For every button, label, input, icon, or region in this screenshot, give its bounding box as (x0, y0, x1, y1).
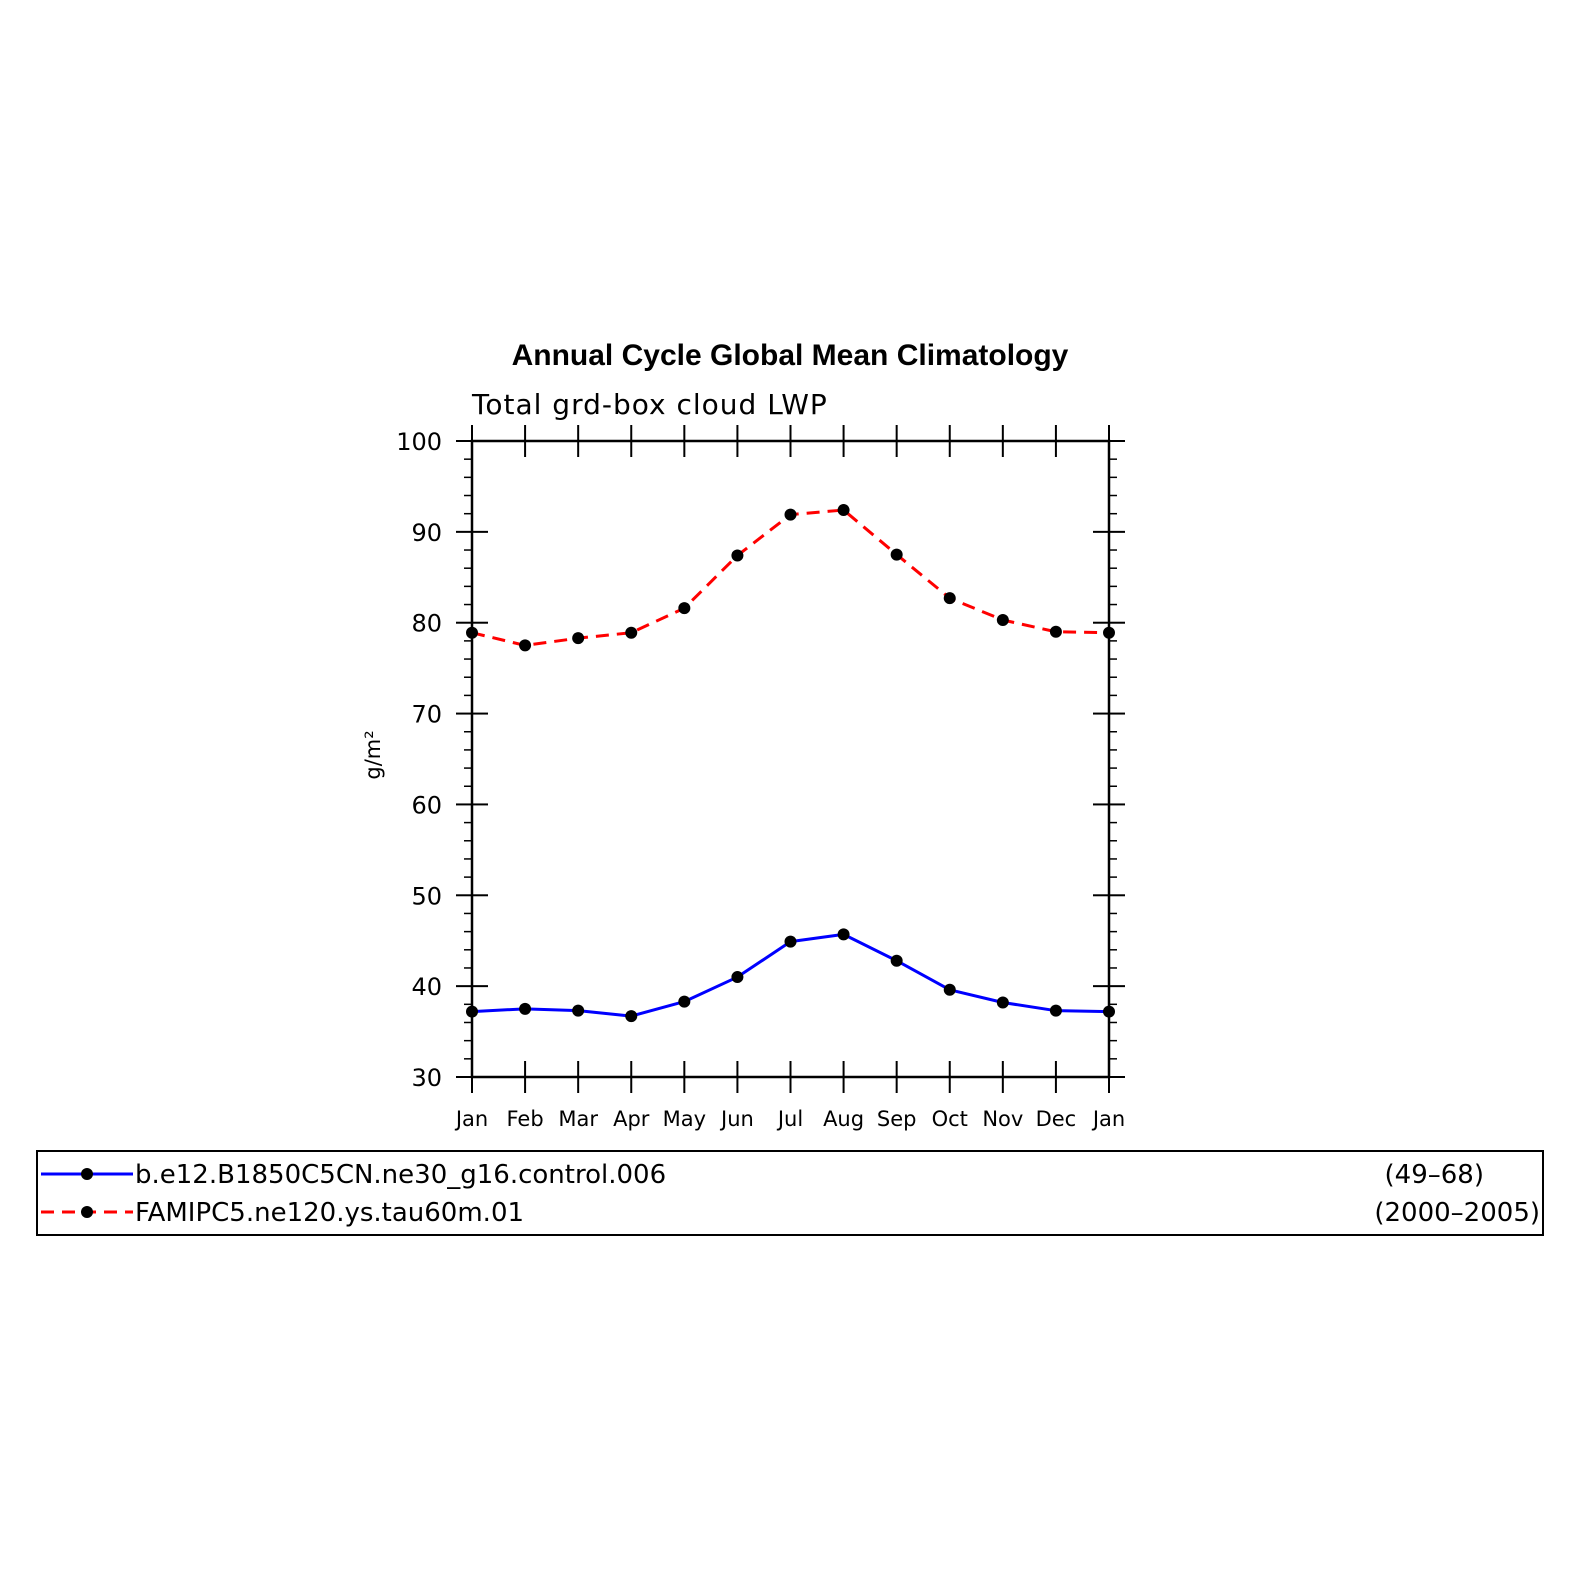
legend-series-years: (49–68) (1385, 1160, 1484, 1190)
series-line-1 (471, 508, 1110, 647)
plot-frame (470, 439, 1111, 1079)
series-1-marker (1049, 625, 1062, 638)
legend-series-years: (2000–2005) (1374, 1198, 1540, 1228)
y-tick-label: 30 (411, 1064, 442, 1092)
y-tick-label: 60 (411, 791, 442, 819)
x-tick-label: Jan (1091, 1107, 1125, 1131)
x-tick-label: Jan (454, 1107, 488, 1131)
y-tick-label: 100 (396, 428, 442, 456)
series-0-marker (731, 971, 744, 984)
x-tick-label: Aug (823, 1107, 864, 1131)
x-tick-label: Oct (932, 1107, 968, 1131)
series-1-marker (731, 549, 744, 562)
series-1-marker (519, 639, 532, 652)
legend-series-name: FAMIPC5.ne120.ys.tau60m.01 (135, 1198, 524, 1228)
y-tick-label: 40 (411, 973, 442, 1001)
series-1-marker (625, 626, 638, 639)
series-1-marker (890, 548, 903, 561)
x-tick-label: Jul (776, 1107, 803, 1131)
y-axis-label: g/m² (361, 730, 385, 779)
legend-marker-1 (81, 1206, 93, 1218)
x-tick-label: Dec (1036, 1107, 1077, 1131)
series-1-marker (784, 508, 797, 521)
legend: b.e12.B1850C5CN.ne30_g16.control.006 (49–… (36, 1150, 1544, 1236)
legend-marker-0 (81, 1168, 93, 1180)
series-1-marker (678, 602, 691, 615)
x-tick-label: Mar (558, 1107, 598, 1131)
legend-series-name: b.e12.B1850C5CN.ne30_g16.control.006 (135, 1160, 666, 1190)
x-tick-label: Jun (719, 1107, 754, 1131)
series-0-marker (996, 996, 1009, 1009)
series-0-marker (625, 1010, 638, 1023)
series-0-marker (943, 983, 956, 996)
chart-title: Annual Cycle Global Mean Climatology (512, 339, 1069, 372)
series-0-marker (890, 954, 903, 967)
series-0-marker (837, 928, 850, 941)
series-0-marker (519, 1002, 532, 1015)
legend-box (36, 1150, 1544, 1236)
y-tick-label: 70 (411, 701, 442, 729)
series-0-marker (784, 935, 797, 948)
x-tick-label: Feb (506, 1107, 543, 1131)
chart-subtitle: Total grd-box cloud LWP (471, 388, 828, 421)
series-0-marker (678, 995, 691, 1008)
x-tick-label: Nov (982, 1107, 1023, 1131)
series-1-marker (943, 592, 956, 605)
series-1-marker (572, 632, 585, 645)
y-tick-label: 90 (411, 519, 442, 547)
x-tick-label: Sep (877, 1107, 917, 1131)
y-tick-label: 80 (411, 610, 442, 638)
axis-ticks: 30 40 50 60 70 80 90 100 Jan Feb Mar Apr May Jun Jul Au… (396, 425, 1125, 1131)
series-1-marker (996, 613, 1009, 626)
x-tick-label: May (663, 1107, 706, 1131)
series-0-marker (1049, 1004, 1062, 1017)
series-lines (466, 504, 1115, 1023)
series-1-marker (837, 504, 850, 517)
x-tick-label: Apr (613, 1107, 650, 1131)
series-0-marker (572, 1004, 585, 1017)
y-tick-label: 50 (411, 882, 442, 910)
